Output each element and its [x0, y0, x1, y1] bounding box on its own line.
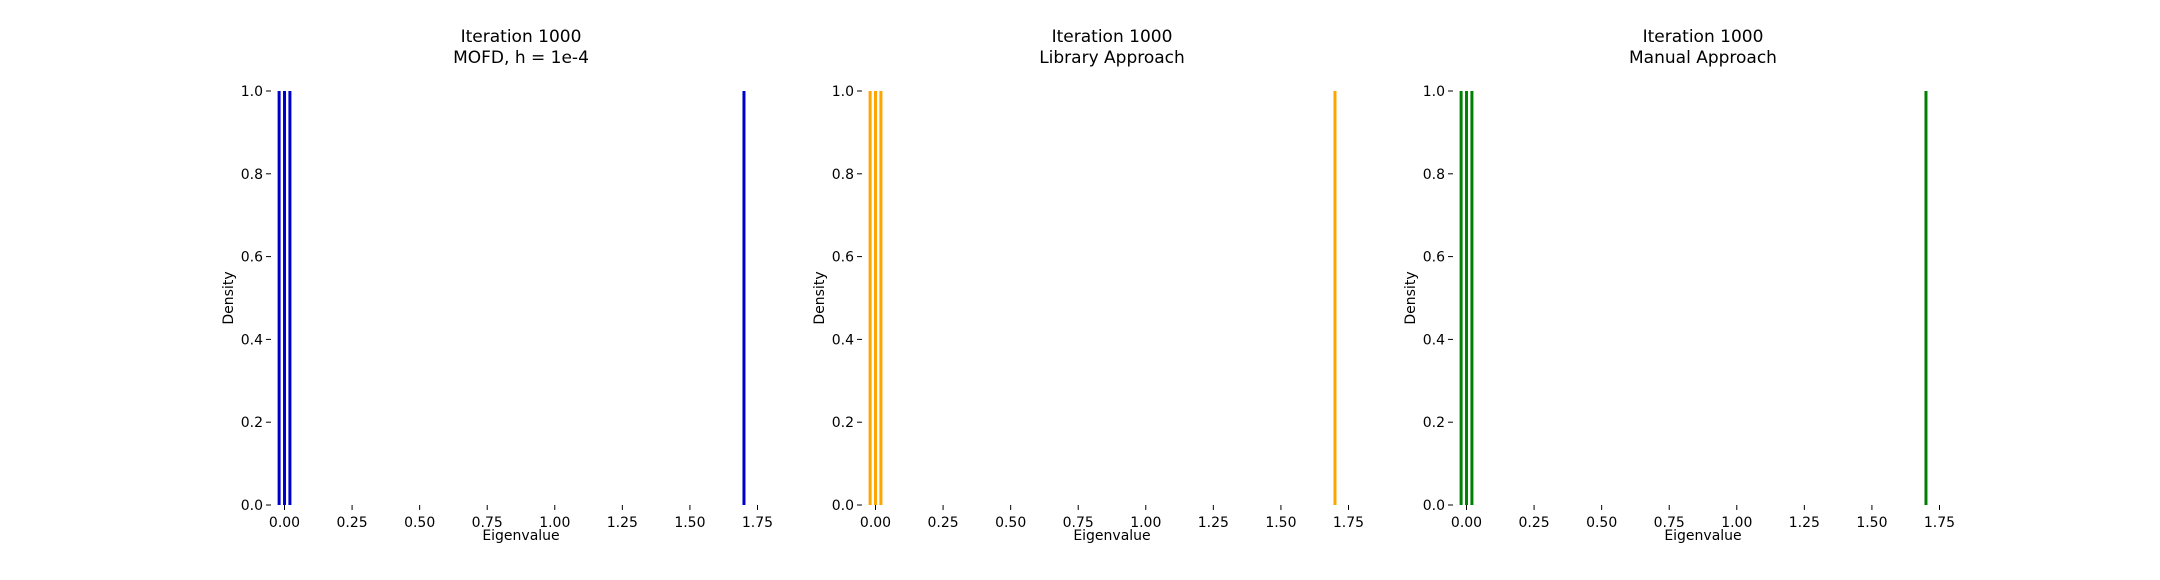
x-tick-label: 1.75 [742, 515, 773, 531]
y-tick-label: 0.4 [832, 332, 854, 348]
bars [277, 91, 746, 505]
y-tick-label: 0.8 [832, 167, 854, 183]
y-tick-label: 0.0 [832, 498, 854, 514]
x-tick-label: 1.25 [1789, 515, 1820, 531]
y-tick-label: 0.2 [832, 415, 854, 431]
x-tick-label: 1.50 [674, 515, 705, 531]
x-ticks: 0.00 0.25 0.50 0.75 1.00 1.25 1.50 1.75 [1451, 505, 1955, 531]
y-tick-label: 0.0 [241, 498, 263, 514]
x-tick-label: 0.00 [860, 515, 891, 531]
x-axis-label: Eigenvalue [1664, 528, 1741, 544]
panel-title-line2: MOFD, h = 1e-4 [453, 48, 589, 68]
x-tick-label: 1.00 [539, 515, 570, 531]
y-tick-label: 0.8 [1423, 167, 1445, 183]
y-tick-label: 0.4 [241, 332, 263, 348]
y-tick-label: 1.0 [241, 84, 263, 100]
x-tick-label: 0.00 [1451, 515, 1482, 531]
y-axis-label: Density [1403, 271, 1419, 324]
y-axis-label: Density [221, 271, 237, 324]
panel-title-line1: Iteration 1000 [1643, 27, 1764, 47]
y-ticks: 0.0 0.2 0.4 0.6 0.8 1.0 [1423, 84, 1453, 514]
y-axis-label: Density [812, 271, 828, 324]
x-tick-label: 1.75 [1924, 515, 1955, 531]
y-tick-label: 1.0 [832, 84, 854, 100]
x-tick-label: 1.25 [1198, 515, 1229, 531]
x-tick-label: 0.25 [336, 515, 367, 531]
x-tick-label: 1.50 [1856, 515, 1887, 531]
y-tick-label: 0.8 [241, 167, 263, 183]
panel-title-line2: Library Approach [1039, 48, 1185, 68]
y-tick-label: 0.0 [1423, 498, 1445, 514]
x-axis-label: Eigenvalue [1073, 528, 1150, 544]
x-ticks: 0.00 0.25 0.50 0.75 1.00 1.25 1.50 1.75 [269, 505, 773, 531]
y-tick-label: 0.6 [241, 250, 263, 266]
y-tick-label: 0.2 [1423, 415, 1445, 431]
y-tick-label: 0.4 [1423, 332, 1445, 348]
x-axis-label: Eigenvalue [482, 528, 559, 544]
y-tick-label: 0.2 [241, 415, 263, 431]
x-tick-label: 1.00 [1130, 515, 1161, 531]
x-ticks: 0.00 0.25 0.50 0.75 1.00 1.25 1.50 1.75 [860, 505, 1364, 531]
x-tick-label: 0.50 [404, 515, 435, 531]
x-tick-label: 0.75 [472, 515, 503, 531]
x-tick-label: 0.00 [269, 515, 300, 531]
x-tick-label: 0.75 [1063, 515, 1094, 531]
bars [1459, 91, 1928, 505]
x-tick-label: 1.00 [1721, 515, 1752, 531]
panel-title-line2: Manual Approach [1629, 48, 1777, 68]
x-tick-label: 1.25 [607, 515, 638, 531]
x-tick-label: 0.25 [1518, 515, 1549, 531]
x-tick-label: 0.75 [1654, 515, 1685, 531]
x-tick-label: 0.50 [1586, 515, 1617, 531]
x-tick-label: 1.75 [1333, 515, 1364, 531]
x-tick-label: 0.25 [927, 515, 958, 531]
y-ticks: 0.0 0.2 0.4 0.6 0.8 1.0 [241, 84, 271, 514]
y-tick-label: 1.0 [1423, 84, 1445, 100]
panel-manual: Iteration 1000 Manual Approach Eigenvalu… [1403, 27, 1955, 544]
y-tick-label: 0.6 [832, 250, 854, 266]
bars [868, 91, 1337, 505]
panel-title-line1: Iteration 1000 [461, 27, 582, 47]
x-tick-label: 0.50 [995, 515, 1026, 531]
panel-title-line1: Iteration 1000 [1052, 27, 1173, 47]
panel-mofd: Iteration 1000 MOFD, h = 1e-4 Eigenvalue… [221, 27, 773, 544]
x-tick-label: 1.50 [1265, 515, 1296, 531]
y-ticks: 0.0 0.2 0.4 0.6 0.8 1.0 [832, 84, 862, 514]
y-tick-label: 0.6 [1423, 250, 1445, 266]
panel-library: Iteration 1000 Library Approach Eigenval… [812, 27, 1364, 544]
